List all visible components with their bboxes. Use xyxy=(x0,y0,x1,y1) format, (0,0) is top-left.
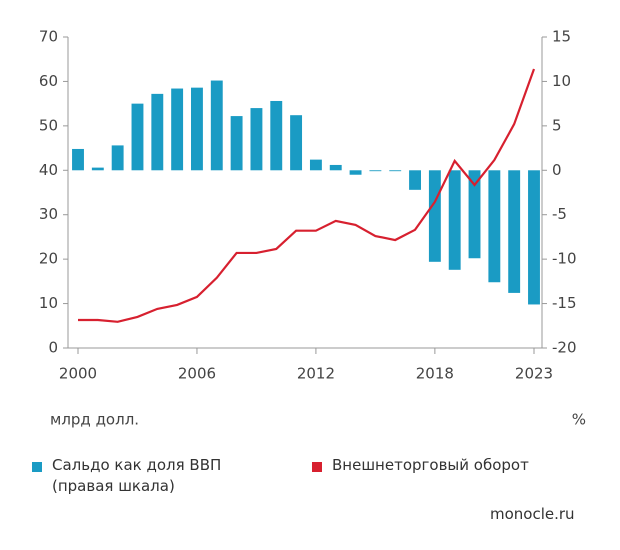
bar xyxy=(210,80,223,171)
bar xyxy=(111,145,124,171)
y2-tick-label: -5 xyxy=(552,205,567,223)
y2-tick-label: 10 xyxy=(552,72,571,90)
x-tick-label: 2023 xyxy=(515,365,553,383)
bar xyxy=(290,115,303,171)
y2-tick-label: 15 xyxy=(552,28,571,46)
bar xyxy=(448,170,461,270)
y-tick-label: 30 xyxy=(39,205,58,223)
bar xyxy=(468,170,481,259)
legend-label: Внешнеторговый оборот xyxy=(332,456,529,474)
legend-swatch xyxy=(312,462,322,472)
bar xyxy=(409,170,421,190)
y-tick-label: 10 xyxy=(39,294,58,312)
bar xyxy=(72,148,84,171)
y-tick-label: 60 xyxy=(39,72,58,90)
x-tick-label: 2000 xyxy=(59,365,97,383)
legend-swatch xyxy=(32,462,42,472)
y2-tick-label: -10 xyxy=(552,250,577,268)
bar xyxy=(389,170,402,172)
source: monocle.ru xyxy=(490,505,575,523)
bar xyxy=(131,103,144,171)
bar xyxy=(191,87,203,171)
y2-tick-label: -15 xyxy=(552,294,577,312)
bar xyxy=(428,170,441,262)
line xyxy=(78,68,536,323)
bar xyxy=(329,164,342,171)
y-tick-label: 40 xyxy=(39,161,58,179)
y2-tick-label: -20 xyxy=(552,339,577,357)
legend-label: Сальдо как доля ВВП (правая шкала) xyxy=(52,456,222,495)
bar xyxy=(230,116,243,171)
bar xyxy=(349,170,362,175)
bar xyxy=(270,100,283,171)
y-axis-label: млрд долл. xyxy=(50,411,139,429)
bar xyxy=(528,170,540,305)
bar xyxy=(309,159,322,171)
bar xyxy=(508,170,521,293)
x-tick-label: 2006 xyxy=(178,365,216,383)
bar xyxy=(171,88,184,171)
y2-tick-label: 0 xyxy=(552,161,562,179)
y2-tick-label: 5 xyxy=(552,116,562,134)
x-tick-label: 2012 xyxy=(297,365,335,383)
bar xyxy=(369,170,382,172)
y-tick-label: 50 xyxy=(39,116,58,134)
y-tick-label: 20 xyxy=(39,250,58,268)
x-tick-label: 2018 xyxy=(416,365,454,383)
y2-axis-label: % xyxy=(572,411,586,429)
bar xyxy=(488,170,501,283)
y-tick-label: 0 xyxy=(48,339,58,357)
bar xyxy=(151,93,164,171)
bar xyxy=(250,108,263,171)
bar xyxy=(91,167,104,171)
y-tick-label: 70 xyxy=(39,28,58,46)
chart: млрд долл. % 0 10 20 30 40 50 60 70 -20 -15 -10 -5 0… xyxy=(39,28,586,429)
